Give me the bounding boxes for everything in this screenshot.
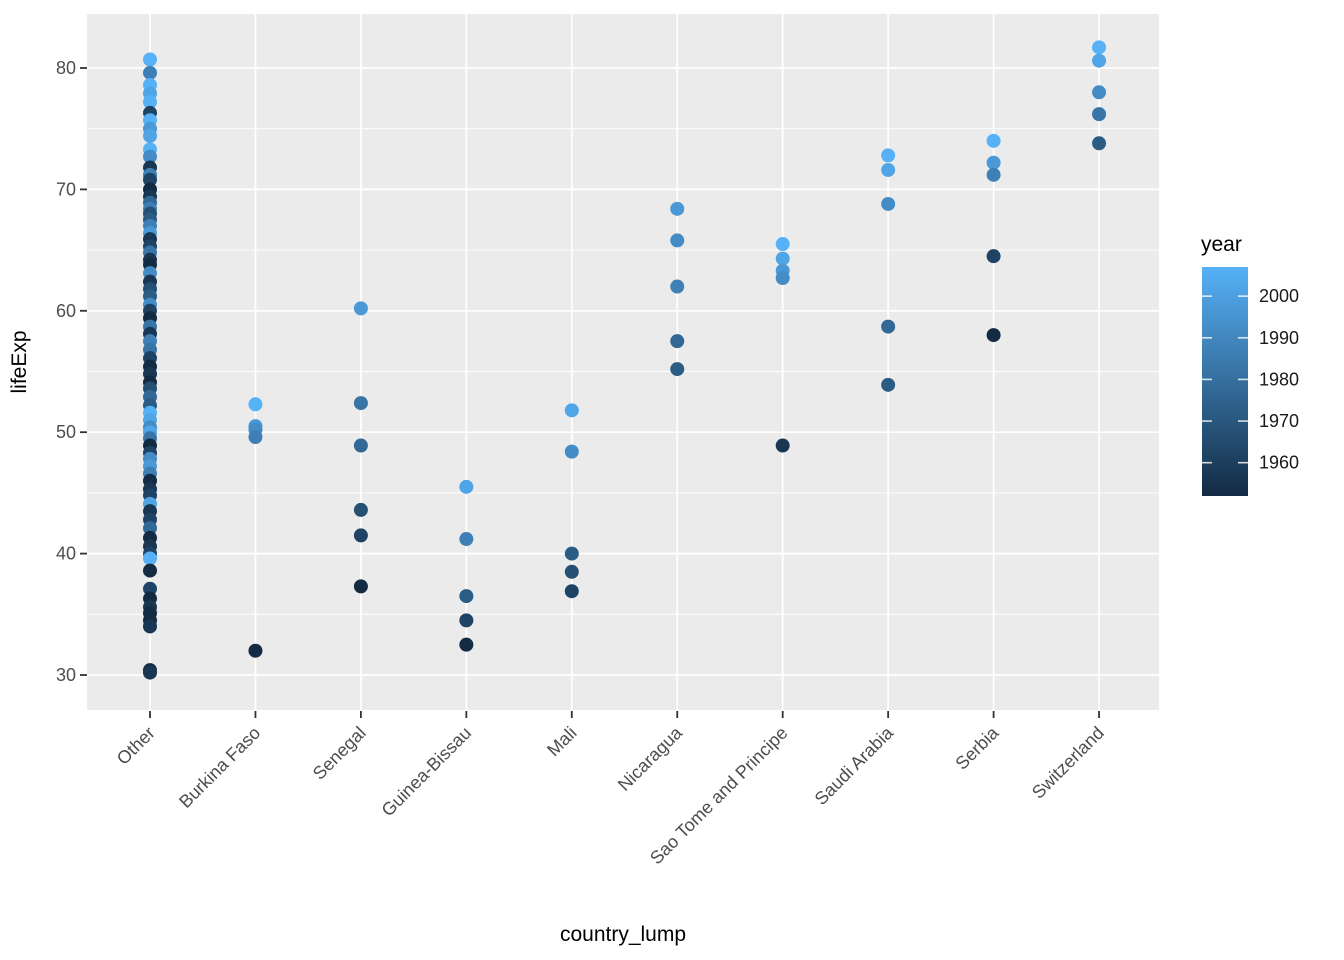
- x-tick-label: Nicaragua: [614, 722, 687, 795]
- data-point: [881, 196, 896, 211]
- data-point: [775, 271, 790, 286]
- data-point: [353, 528, 368, 543]
- data-point: [143, 65, 157, 80]
- data-point: [143, 563, 157, 578]
- data-point: [143, 665, 157, 680]
- data-point: [881, 148, 896, 163]
- data-point: [353, 438, 368, 453]
- data-point: [881, 319, 896, 334]
- data-point: [143, 521, 157, 536]
- legend-tick-label: 1970: [1259, 411, 1299, 431]
- x-tick-label: Saudi Arabia: [811, 722, 898, 809]
- data-point: [459, 637, 474, 652]
- legend-colorbar: [1202, 267, 1248, 496]
- y-tick-label: 80: [56, 58, 76, 78]
- data-point: [564, 444, 579, 459]
- x-tick-label: Burkina Faso: [175, 723, 264, 812]
- data-point: [1092, 53, 1107, 68]
- data-point: [564, 584, 579, 599]
- legend-tick-label: 1980: [1259, 369, 1299, 389]
- data-point: [775, 438, 790, 453]
- legend: year 2000 1990 1980 1970 1960: [1201, 233, 1299, 496]
- data-point: [248, 643, 263, 658]
- data-point: [143, 149, 157, 164]
- data-point: [143, 619, 157, 634]
- x-tick-label: Serbia: [951, 722, 1003, 774]
- data-point: [248, 430, 263, 445]
- data-point: [670, 334, 685, 349]
- legend-title: year: [1201, 233, 1242, 256]
- y-tick-label: 40: [56, 544, 76, 564]
- data-point: [459, 613, 474, 628]
- data-point: [775, 237, 790, 252]
- data-point: [1092, 40, 1107, 55]
- data-point: [459, 479, 474, 494]
- axis-tick-marks: [80, 67, 1100, 718]
- y-tick-label: 70: [56, 179, 76, 199]
- x-axis-title: country_lump: [560, 923, 686, 946]
- data-point: [248, 397, 263, 412]
- data-point: [670, 279, 685, 294]
- data-point: [1092, 136, 1107, 151]
- data-point: [353, 502, 368, 517]
- data-point: [143, 172, 157, 187]
- data-point: [986, 133, 1001, 148]
- data-point: [775, 251, 790, 266]
- y-tick-label: 60: [56, 301, 76, 321]
- x-tick-label: Senegal: [309, 723, 370, 784]
- x-tick-label: Switzerland: [1028, 723, 1108, 803]
- data-point: [670, 362, 685, 377]
- y-tick-label: 30: [56, 665, 76, 685]
- data-point: [143, 128, 157, 143]
- data-point: [986, 167, 1001, 182]
- x-tick-label: Other: [113, 723, 159, 769]
- x-tick-label: Mali: [543, 723, 580, 760]
- y-tick-label: 50: [56, 422, 76, 442]
- data-point: [143, 94, 157, 109]
- data-point: [881, 162, 896, 177]
- data-point: [670, 201, 685, 216]
- data-point: [881, 377, 896, 392]
- data-point: [459, 532, 474, 547]
- data-point: [564, 564, 579, 579]
- x-axis-tick-labels: Other Burkina Faso Senegal Guinea-Bissau Mal…: [113, 722, 1108, 868]
- data-points: [143, 40, 1107, 680]
- plot-panel: [87, 14, 1159, 710]
- legend-tick-marks: [1202, 295, 1248, 464]
- y-axis-title: lifeExp: [8, 330, 31, 393]
- data-point: [670, 233, 685, 248]
- legend-tick-label: 2000: [1259, 286, 1299, 306]
- data-point: [986, 328, 1001, 343]
- data-point: [564, 546, 579, 561]
- legend-tick-label: 1990: [1259, 328, 1299, 348]
- data-point: [353, 396, 368, 411]
- data-point: [986, 155, 1001, 170]
- data-point: [143, 52, 157, 67]
- legend-tick-labels: 2000 1990 1980 1970 1960: [1259, 286, 1299, 473]
- data-point: [564, 403, 579, 418]
- data-point: [459, 589, 474, 604]
- x-tick-label: Guinea-Bissau: [378, 723, 476, 821]
- y-axis-tick-labels: 30 40 50 60 70 80: [56, 58, 76, 685]
- data-point: [353, 579, 368, 594]
- data-point: [143, 581, 157, 596]
- data-point: [986, 249, 1001, 264]
- data-point: [1092, 85, 1107, 100]
- data-point: [353, 301, 368, 316]
- data-point: [143, 551, 157, 566]
- legend-tick-label: 1960: [1259, 453, 1299, 473]
- data-point: [1092, 107, 1107, 122]
